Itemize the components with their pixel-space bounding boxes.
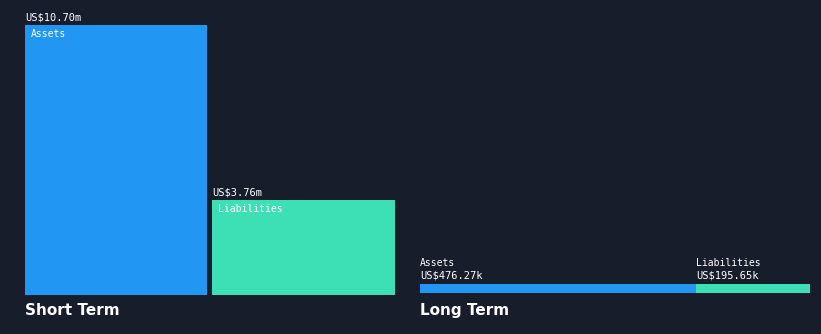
- Text: US$3.76m: US$3.76m: [212, 187, 262, 197]
- Bar: [212, 200, 395, 295]
- Bar: [25, 25, 207, 295]
- Bar: [696, 284, 810, 293]
- Text: Assets: Assets: [420, 258, 456, 268]
- Text: US$10.70m: US$10.70m: [25, 12, 81, 22]
- Text: Liabilities: Liabilities: [218, 204, 282, 214]
- Text: Short Term: Short Term: [25, 303, 120, 318]
- Text: US$476.27k: US$476.27k: [420, 270, 483, 280]
- Text: Assets: Assets: [31, 29, 67, 39]
- Bar: [420, 284, 696, 293]
- Text: Liabilities: Liabilities: [696, 258, 761, 268]
- Text: US$195.65k: US$195.65k: [696, 270, 759, 280]
- Text: Long Term: Long Term: [420, 303, 509, 318]
